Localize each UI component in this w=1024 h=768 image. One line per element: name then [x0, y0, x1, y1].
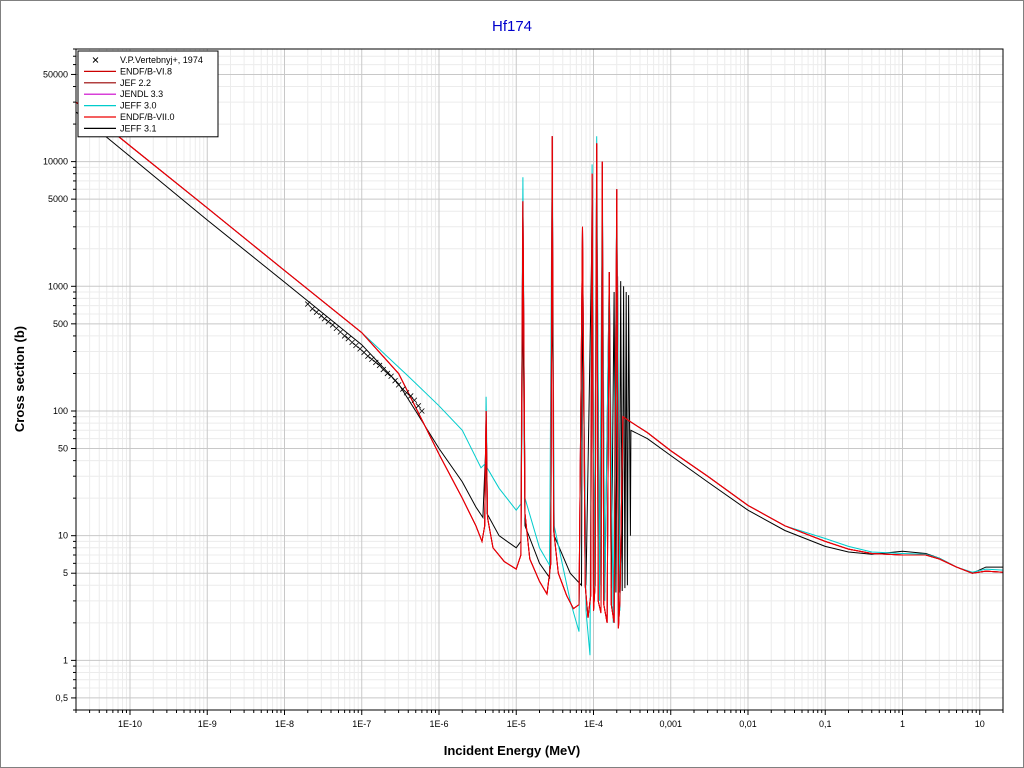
x-axis-label: Incident Energy (MeV) — [444, 743, 581, 758]
y-tick-label: 500 — [53, 319, 68, 329]
data-point-marker — [407, 393, 414, 399]
legend-label: ENDF/B-VI.8 — [120, 66, 172, 76]
y-tick-label: 1000 — [48, 281, 68, 291]
legend-label: V.P.Vertebnyj+, 1974 — [120, 55, 203, 65]
y-axis-label: Cross section (b) — [12, 326, 27, 432]
y-tick-label: 10 — [58, 531, 68, 541]
legend-label: ENDF/B-VII.0 — [120, 112, 175, 122]
series-line-4 — [76, 101, 1003, 656]
data-point-marker — [403, 389, 410, 396]
legend-label: JEFF 3.0 — [120, 101, 157, 111]
data-point-marker — [415, 403, 422, 409]
x-tick-label: 10 — [975, 719, 985, 729]
data-point-marker — [309, 306, 316, 312]
y-tick-label: 50000 — [43, 69, 68, 79]
x-tick-label: 1E-4 — [584, 719, 603, 729]
series-layer — [76, 101, 1003, 656]
minor-gridlines — [75, 48, 1004, 711]
x-tick-label: 0,1 — [819, 719, 832, 729]
y-tick-label: 5 — [63, 568, 68, 578]
x-tick-label: 1E-7 — [352, 719, 371, 729]
legend-label: JEF 2.2 — [120, 78, 151, 88]
y-tick-label: 5000 — [48, 194, 68, 204]
data-point-marker — [321, 315, 328, 322]
data-point-marker — [349, 339, 355, 346]
data-point-marker — [325, 318, 332, 325]
data-point-marker — [419, 408, 425, 414]
data-point-marker — [313, 309, 320, 315]
y-tick-labels: 0,5 1 5 10 50 100 500 1000 5000 10000 50000 — [43, 69, 68, 702]
y-tick-label: 0,5 — [55, 693, 68, 703]
y-tick-label: 50 — [58, 444, 68, 454]
data-point-marker — [369, 356, 375, 363]
data-point-marker — [384, 370, 391, 377]
data-point-marker — [353, 342, 359, 349]
data-point-marker — [392, 377, 398, 384]
x-tick-label: 1E-6 — [429, 719, 448, 729]
x-tick-label: 1E-8 — [275, 719, 294, 729]
x-tick-label: 1E-9 — [198, 719, 217, 729]
legend-label: JEFF 3.1 — [120, 123, 157, 133]
data-point-marker — [304, 301, 311, 307]
data-point-marker — [395, 382, 402, 388]
x-tick-label: 0,001 — [659, 719, 682, 729]
y-tick-label: 1 — [63, 655, 68, 665]
major-gridlines — [76, 49, 1003, 710]
x-tick-label: 1E-10 — [118, 719, 142, 729]
y-tick-label: 10000 — [43, 157, 68, 167]
x-tick-label: 1E-5 — [507, 719, 526, 729]
y-tick-label: 100 — [53, 406, 68, 416]
legend-label: JENDL 3.3 — [120, 89, 163, 99]
legend-marker — [92, 57, 99, 63]
data-point-marker — [373, 359, 379, 366]
data-point-marker — [341, 333, 348, 339]
series-line-5 — [76, 101, 1003, 629]
data-point-marker — [365, 353, 371, 359]
x-tick-labels: 1E-10 1E-9 1E-8 1E-7 1E-6 1E-5 1E-4 0,001 0,01 0,… — [118, 719, 985, 729]
x-tick-label: 0,01 — [739, 719, 757, 729]
data-point-marker — [411, 397, 418, 404]
data-point-marker — [388, 373, 394, 380]
axis-ticks — [71, 48, 1004, 715]
chart-title: Hf174 — [492, 18, 532, 35]
x-tick-label: 1 — [900, 719, 905, 729]
